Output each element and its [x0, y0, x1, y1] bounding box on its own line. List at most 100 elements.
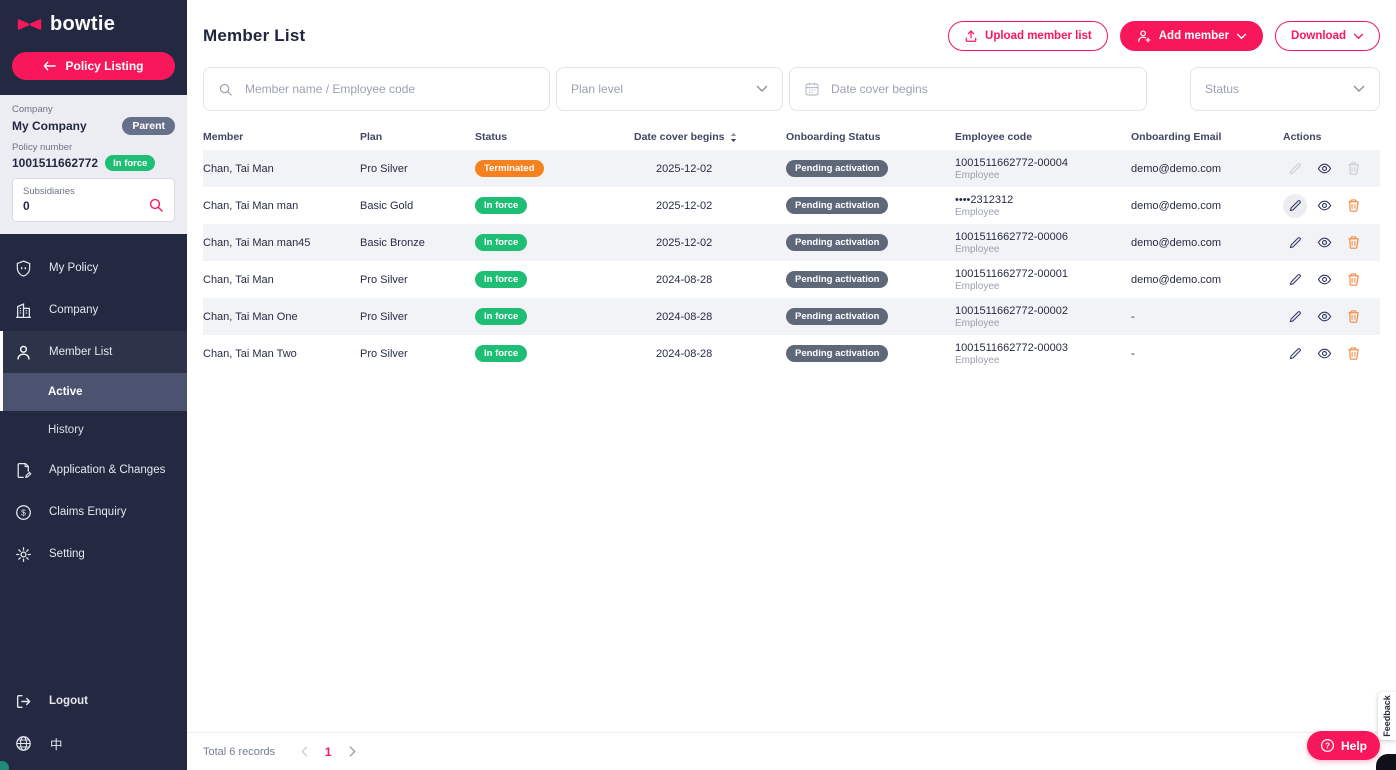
view-button[interactable] [1312, 194, 1336, 218]
sidebar-item-claims-enquiry[interactable]: $ Claims Enquiry [0, 491, 187, 533]
onboarding-email: - [1131, 310, 1135, 323]
sidebar-item-member-list[interactable]: Member List [0, 331, 187, 373]
col-employee-code: Employee code [955, 131, 1033, 143]
sidebar-item-my-policy[interactable]: My Policy [0, 247, 187, 289]
date-cover-begins-picker[interactable]: Date cover begins [789, 67, 1147, 111]
onboarding-status-badge: Pending activation [786, 271, 889, 288]
globe-icon [16, 735, 31, 751]
table-row[interactable]: Chan, Tai Man One Pro Silver In force 20… [203, 298, 1380, 335]
language-switch[interactable]: 中 [0, 722, 187, 764]
status-select[interactable]: Status [1190, 67, 1380, 111]
edit-button[interactable] [1283, 193, 1307, 218]
sort-icon[interactable] [729, 132, 738, 143]
employee-code-type: Employee [955, 280, 1000, 292]
edit-button[interactable] [1283, 342, 1307, 366]
col-status: Status [475, 131, 508, 143]
onboarding-email: - [1131, 347, 1135, 360]
view-button[interactable] [1312, 231, 1336, 255]
sidebar-item-application-changes[interactable]: Application & Changes [0, 449, 187, 491]
delete-button[interactable] [1341, 268, 1365, 292]
plan-level-select[interactable]: Plan level [556, 67, 783, 111]
col-plan: Plan [360, 131, 383, 143]
edit-button[interactable] [1283, 305, 1307, 329]
view-button[interactable] [1312, 268, 1336, 292]
subsidiaries-card[interactable]: Subsidiaries 0 [12, 178, 175, 222]
date-cover-begins: 2024-08-28 [656, 347, 713, 360]
chevron-left-icon [300, 746, 308, 757]
sidebar-item-setting[interactable]: Setting [0, 533, 187, 575]
search-input[interactable] [243, 81, 535, 97]
table-row[interactable]: Chan, Tai Man man Basic Gold In force 20… [203, 187, 1380, 224]
add-member-button[interactable]: Add member [1119, 21, 1264, 51]
download-button-label: Download [1291, 30, 1346, 42]
delete-button[interactable] [1341, 342, 1365, 366]
policy-number-label: Policy number [12, 142, 73, 153]
sidebar-subitem-active[interactable]: Active [0, 373, 187, 411]
view-button[interactable] [1312, 342, 1336, 366]
table-row[interactable]: Chan, Tai Man Pro Silver Terminated 2025… [203, 150, 1380, 187]
table-row[interactable]: Chan, Tai Man man45 Basic Bronze In forc… [203, 224, 1380, 261]
trash-icon [1347, 273, 1359, 286]
delete-button[interactable] [1341, 194, 1365, 218]
col-date-cover-begins[interactable]: Date cover begins [634, 131, 786, 143]
delete-button[interactable] [1341, 305, 1365, 329]
view-button[interactable] [1312, 305, 1336, 329]
eye-icon [1317, 348, 1331, 359]
view-button[interactable] [1312, 157, 1336, 181]
onboarding-status-badge: Pending activation [786, 345, 889, 362]
download-button[interactable]: Download [1275, 21, 1380, 51]
sidebar-subitem-label: Active [48, 386, 83, 398]
member-name: Chan, Tai Man [203, 162, 274, 175]
edit-button[interactable] [1283, 268, 1307, 292]
search-icon [219, 83, 232, 96]
eye-icon [1317, 274, 1331, 285]
date-cover-begins: 2024-08-28 [656, 273, 713, 286]
member-name: Chan, Tai Man Two [203, 347, 297, 360]
sidebar-subitem-history[interactable]: History [0, 411, 187, 449]
employee-code-type: Employee [955, 243, 1000, 255]
trash-icon [1347, 199, 1359, 212]
trash-icon [1347, 236, 1359, 249]
table-row[interactable]: Chan, Tai Man Pro Silver In force 2024-0… [203, 261, 1380, 298]
help-button[interactable]: ? Help [1306, 731, 1380, 760]
pagination-next-button[interactable] [341, 741, 363, 763]
policy-listing-button[interactable]: Policy Listing [12, 52, 175, 80]
feedback-tab[interactable]: Feedback [1378, 692, 1396, 740]
employee-code: 1001511662772-00001 [955, 267, 1068, 280]
chevron-down-icon [1236, 33, 1247, 39]
edit-button[interactable] [1283, 157, 1307, 181]
sidebar-bottom: Logout 中 [0, 680, 187, 770]
shield-icon [16, 259, 31, 277]
plan-name: Pro Silver [360, 310, 408, 323]
main-content: Member List Upload member list Add me [187, 0, 1396, 770]
upload-member-list-button[interactable]: Upload member list [948, 21, 1108, 51]
dollar-circle-icon: $ [16, 504, 31, 520]
sidebar-item-label: Member List [49, 346, 113, 358]
edit-button[interactable] [1283, 231, 1307, 255]
page-title: Member List [203, 26, 306, 45]
onboarding-status-badge: Pending activation [786, 308, 889, 325]
policy-inforce-badge: In force [105, 155, 156, 171]
launcher-corner-shape [0, 761, 9, 770]
sidebar-item-company[interactable]: Company [0, 289, 187, 331]
table-row[interactable]: Chan, Tai Man Two Pro Silver In force 20… [203, 335, 1380, 372]
status-badge: In force [475, 308, 528, 325]
pagination-current-page[interactable]: 1 [324, 744, 332, 759]
status-badge: In force [475, 234, 528, 251]
language-label: 中 [50, 737, 63, 752]
sidebar-subitem-label: History [48, 424, 84, 436]
member-name: Chan, Tai Man man45 [203, 236, 311, 249]
pencil-icon [1289, 200, 1301, 212]
member-search-field[interactable] [203, 67, 550, 111]
search-icon[interactable] [148, 197, 164, 213]
delete-button[interactable] [1341, 231, 1365, 255]
pencil-icon [1289, 163, 1301, 175]
logout-button[interactable]: Logout [0, 680, 187, 722]
pagination-prev-button[interactable] [293, 741, 315, 763]
member-table: Member Plan Status Date cover begins Onb… [203, 124, 1380, 372]
add-button-label: Add member [1158, 30, 1230, 42]
brand-logo[interactable]: bowtie [0, 0, 187, 46]
delete-button[interactable] [1341, 157, 1365, 181]
member-name: Chan, Tai Man [203, 273, 274, 286]
